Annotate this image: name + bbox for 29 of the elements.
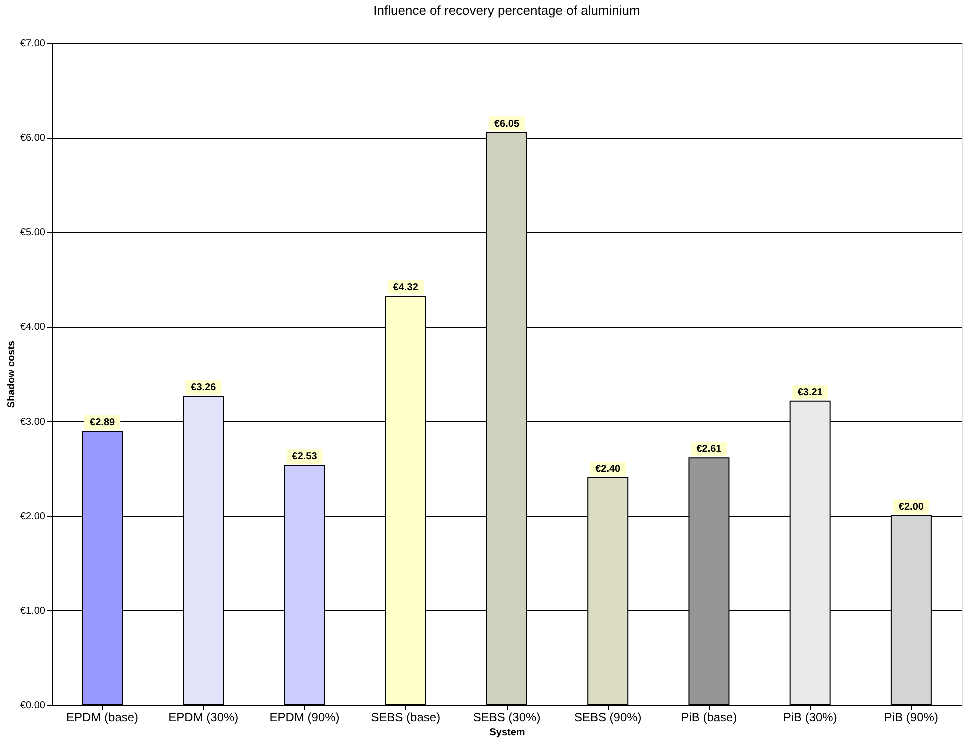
y-tick-label: €3.00 bbox=[20, 416, 46, 428]
chart-title: Influence of recovery percentage of aluminium bbox=[374, 3, 640, 18]
x-tick-label: PiB (base) bbox=[681, 710, 738, 724]
y-tick-label: €2.00 bbox=[20, 511, 46, 522]
y-tick-label: €6.00 bbox=[20, 133, 46, 144]
x-tick-label: EPDM (base) bbox=[66, 710, 139, 724]
x-tick-label: EPDM (30%) bbox=[168, 710, 239, 724]
y-tick-label: €1.00 bbox=[20, 606, 46, 617]
x-tick-label: PiB (90%) bbox=[884, 710, 938, 724]
x-tick-label: SEBS (90%) bbox=[574, 710, 642, 724]
y-tick-label: €4.00 bbox=[20, 322, 46, 334]
y-tick-label: €7.00 bbox=[20, 38, 46, 50]
x-tick-label: SEBS (30%) bbox=[473, 710, 541, 724]
data-label: €2.00 bbox=[898, 502, 924, 513]
data-label: €4.32 bbox=[393, 282, 419, 294]
y-tick-label: €5.00 bbox=[20, 228, 46, 239]
y-axis-title: Shadow costs bbox=[6, 340, 18, 408]
x-axis-title: System bbox=[490, 728, 526, 738]
data-label: €3.21 bbox=[798, 387, 824, 398]
data-label: €2.40 bbox=[596, 464, 622, 476]
data-label: €2.61 bbox=[696, 444, 722, 456]
x-tick-label: SEBS (base) bbox=[371, 710, 441, 724]
data-label: €3.26 bbox=[191, 382, 217, 394]
data-label: €6.05 bbox=[494, 118, 520, 130]
y-tick-label: €0.00 bbox=[20, 700, 46, 712]
data-label: €2.53 bbox=[292, 452, 318, 463]
data-label: €2.89 bbox=[90, 418, 116, 429]
x-tick-label: EPDM (90%) bbox=[270, 710, 340, 724]
x-tick-label: PiB (30%) bbox=[783, 710, 838, 724]
